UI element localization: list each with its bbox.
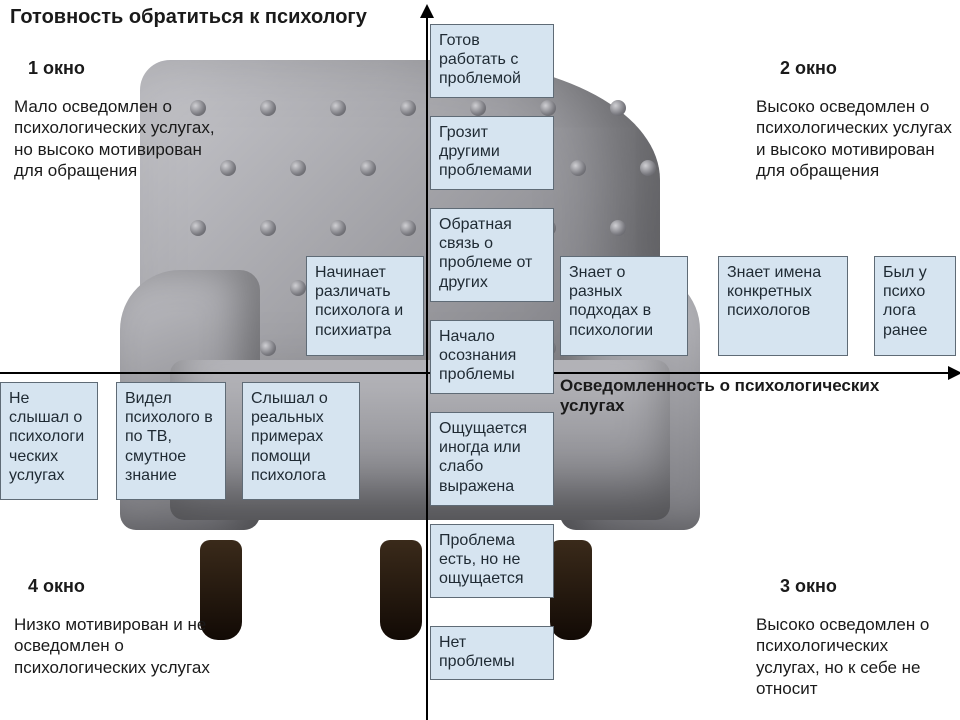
diagram-stage: Готовность обратиться к психологу Осведо…: [0, 0, 960, 720]
quadrant-1-desc: Мало осведомлен о психологических услуга…: [14, 96, 234, 181]
y-axis: [426, 6, 428, 720]
quadrant-2-desc: Высоко осведомлен о психологических услу…: [756, 96, 956, 181]
boxes_vertical-box: Грозит другими проблемами: [430, 116, 554, 190]
y-axis-arrow: [420, 4, 434, 18]
boxes_vertical-box: Ощущается иногда или слабо выражена: [430, 412, 554, 506]
quadrant-2-title: 2 окно: [780, 58, 837, 79]
x-axis-label: Осведомленность о психологических услуга…: [560, 376, 940, 416]
boxes_vertical-box: Готов работать с проблемой: [430, 24, 554, 98]
boxes_vertical-box: Начало осознания проблемы: [430, 320, 554, 394]
boxes_horizontal-box: Знает о разных подходах в психологии: [560, 256, 688, 356]
quadrant-3-title: 3 окно: [780, 576, 837, 597]
x-axis-arrow: [948, 366, 960, 380]
boxes_horizontal-box: Был у психо лога ранее: [874, 256, 956, 356]
quadrant-4-desc: Низко мотивирован и не осведомлен о псих…: [14, 614, 234, 678]
boxes_vertical-box: Проблема есть, но не ощущается: [430, 524, 554, 598]
boxes_vertical-box: Обратная связь о проблеме от других: [430, 208, 554, 302]
boxes_horizontal-box: Видел психолого в по ТВ, смутное знание: [116, 382, 226, 500]
quadrant-4-title: 4 окно: [28, 576, 85, 597]
y-axis-label: Готовность обратиться к психологу: [10, 6, 367, 29]
boxes_horizontal-box: Знает имена конкретных психологов: [718, 256, 848, 356]
boxes_horizontal-box: Начинает различать психолога и психиатра: [306, 256, 424, 356]
boxes_horizontal-box: Слышал о реальных примерах помощи психол…: [242, 382, 360, 500]
boxes_horizontal-box: Не слышал о психологи ческих услугах: [0, 382, 98, 500]
quadrant-3-desc: Высоко осведомлен о психологических услу…: [756, 614, 956, 699]
quadrant-1-title: 1 окно: [28, 58, 85, 79]
boxes_vertical-box: Нет проблемы: [430, 626, 554, 680]
